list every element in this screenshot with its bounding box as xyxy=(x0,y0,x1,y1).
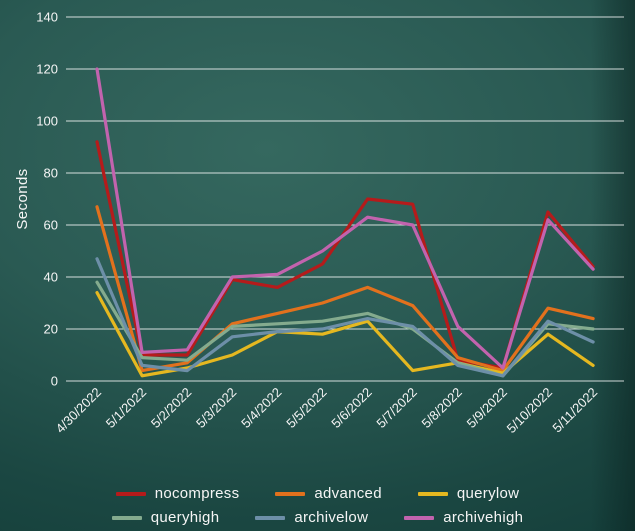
legend-item-archivehigh: archivehigh xyxy=(404,509,523,526)
legend-label-archivehigh: archivehigh xyxy=(443,509,524,526)
x-tick-label: 5/2/2022 xyxy=(148,385,194,431)
x-tick-label: 4/30/2022 xyxy=(53,385,105,437)
y-tick-label: 80 xyxy=(44,166,58,181)
series-line-nocompress xyxy=(95,140,595,370)
y-tick-label: 60 xyxy=(44,218,58,233)
x-tick-label: 5/11/2022 xyxy=(549,385,600,436)
x-tick-label: 5/6/2022 xyxy=(328,385,374,431)
series-line-querylow xyxy=(95,291,595,378)
x-tick-label: 5/5/2022 xyxy=(283,385,329,431)
legend-swatch-queryhigh xyxy=(111,515,142,520)
y-axis-title: Seconds xyxy=(14,168,31,230)
legend-item-archivelow: archivelow xyxy=(255,509,368,526)
legend-swatch-nocompress xyxy=(115,491,146,496)
legend-row-2: queryhigh archivelow archivehigh xyxy=(111,509,523,526)
legend: nocompress advanced querylow queryhigh a… xyxy=(0,485,635,526)
y-tick-label: 20 xyxy=(44,322,58,337)
series-line-archivehigh xyxy=(95,67,595,370)
legend-item-nocompress: nocompress xyxy=(115,485,240,502)
y-tick-label: 0 xyxy=(51,374,58,389)
x-tick-label: 5/3/2022 xyxy=(193,385,239,431)
legend-swatch-archivehigh xyxy=(404,515,435,520)
x-tick-label: 5/1/2022 xyxy=(103,385,149,431)
legend-label-archivelow: archivelow xyxy=(294,509,369,526)
x-tick-label: 5/7/2022 xyxy=(373,385,419,431)
legend-label-queryhigh: queryhigh xyxy=(150,509,220,526)
series-line-archivelow xyxy=(95,257,595,378)
legend-label-nocompress: nocompress xyxy=(154,485,240,502)
legend-swatch-archivelow xyxy=(255,515,286,520)
legend-row-1: nocompress advanced querylow xyxy=(115,485,520,502)
x-tick-label: 5/9/2022 xyxy=(464,385,510,431)
y-tick-label: 40 xyxy=(44,270,58,285)
x-tick-label: 5/4/2022 xyxy=(238,385,284,431)
legend-item-querylow: querylow xyxy=(417,485,520,502)
y-tick-label: 100 xyxy=(36,114,58,129)
legend-swatch-querylow xyxy=(417,491,448,496)
legend-label-querylow: querylow xyxy=(456,485,520,502)
y-tick-label: 120 xyxy=(36,62,58,77)
x-tick-label: 5/10/2022 xyxy=(504,385,556,437)
legend-label-advanced: advanced xyxy=(314,485,382,502)
series-line-advanced xyxy=(95,205,595,373)
x-tick-label: 5/8/2022 xyxy=(419,385,465,431)
y-tick-label: 140 xyxy=(36,10,58,25)
legend-swatch-advanced xyxy=(275,491,306,496)
legend-item-advanced: advanced xyxy=(275,485,382,502)
legend-item-queryhigh: queryhigh xyxy=(111,509,220,526)
